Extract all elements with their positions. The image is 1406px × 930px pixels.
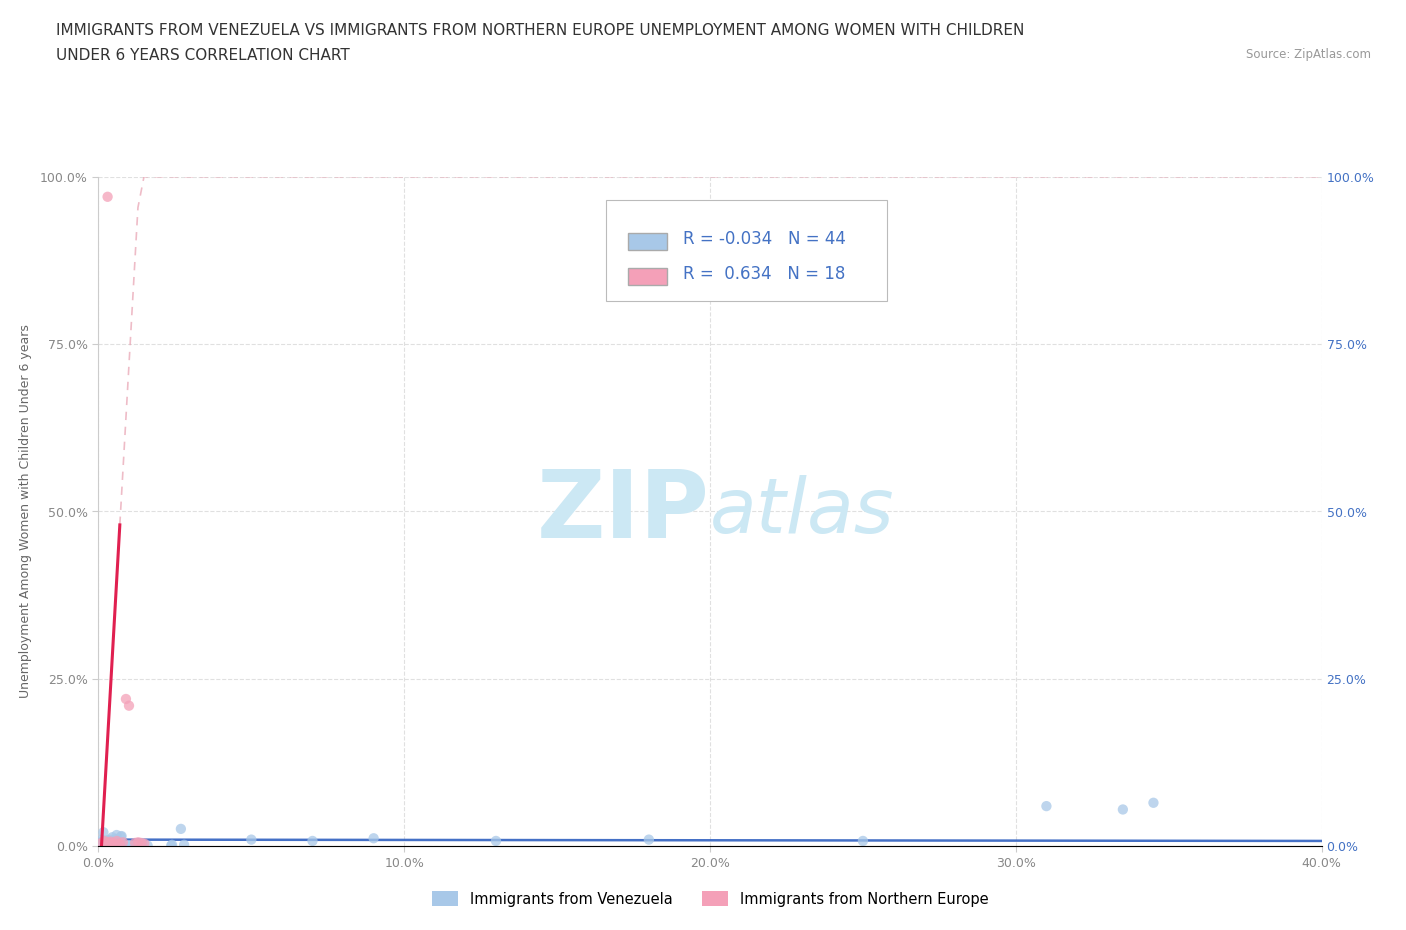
Point (103, 835, 125, 850)
Text: R = -0.034   N = 44: R = -0.034 N = 44 (683, 230, 846, 248)
Point (108, 836, 131, 851)
Y-axis label: Unemployment Among Women with Children Under 6 years: Unemployment Among Women with Children U… (18, 325, 32, 698)
Point (131, 836, 153, 851)
Point (173, 837, 195, 852)
FancyBboxPatch shape (628, 268, 668, 285)
Point (93, 825, 115, 840)
Point (1112, 802, 1135, 817)
Point (90, 832, 112, 847)
Point (129, 835, 152, 850)
Text: atlas: atlas (710, 474, 894, 549)
Point (118, 698, 141, 713)
Point (127, 835, 149, 850)
Point (105, 828, 128, 843)
Point (124, 835, 146, 850)
Point (91, 836, 114, 851)
Point (93, 838, 115, 853)
Point (637, 832, 661, 847)
Text: IMMIGRANTS FROM VENEZUELA VS IMMIGRANTS FROM NORTHERN EUROPE UNEMPLOYMENT AMONG : IMMIGRANTS FROM VENEZUELA VS IMMIGRANTS … (56, 23, 1025, 38)
Point (136, 838, 159, 853)
Point (170, 821, 193, 836)
Point (90, 834, 112, 849)
Point (100, 834, 122, 849)
Point (125, 837, 148, 852)
Point (852, 833, 875, 848)
Point (110, 837, 132, 852)
Point (103, 837, 125, 852)
Point (96, 838, 118, 853)
Point (110, 829, 132, 844)
Text: R =  0.634   N = 18: R = 0.634 N = 18 (683, 265, 845, 283)
Point (100, 836, 122, 851)
Point (105, 831, 128, 846)
Point (90, 838, 112, 853)
Point (1142, 795, 1164, 810)
Point (91, 838, 114, 853)
Point (90, 835, 112, 850)
Point (160, 838, 183, 853)
Point (134, 836, 156, 851)
Legend: Immigrants from Venezuela, Immigrants from Northern Europe: Immigrants from Venezuela, Immigrants fr… (426, 885, 994, 912)
Point (110, 830, 132, 844)
Text: Source: ZipAtlas.com: Source: ZipAtlas.com (1246, 48, 1371, 61)
Point (105, 833, 128, 848)
Point (240, 832, 263, 847)
Point (110, 834, 132, 849)
Point (98, 838, 121, 853)
Text: ZIP: ZIP (537, 466, 710, 557)
Point (97, 835, 120, 850)
Text: UNDER 6 YEARS CORRELATION CHART: UNDER 6 YEARS CORRELATION CHART (56, 48, 350, 63)
Point (93, 833, 115, 848)
Point (97, 190, 120, 205)
Point (91, 838, 114, 853)
Point (117, 838, 139, 853)
Point (160, 837, 183, 852)
Point (115, 692, 138, 707)
Point (90, 836, 112, 851)
Point (98, 832, 121, 847)
FancyBboxPatch shape (606, 200, 887, 300)
Point (93, 836, 115, 851)
Point (96, 833, 118, 848)
Point (1035, 799, 1057, 814)
Point (101, 830, 124, 844)
Point (96, 835, 118, 850)
Point (485, 833, 508, 848)
Point (91, 838, 114, 853)
Point (301, 833, 323, 848)
FancyBboxPatch shape (628, 233, 668, 250)
Point (110, 836, 132, 851)
Point (111, 835, 134, 850)
Point (120, 838, 142, 853)
Point (91, 838, 114, 853)
Point (363, 830, 385, 845)
